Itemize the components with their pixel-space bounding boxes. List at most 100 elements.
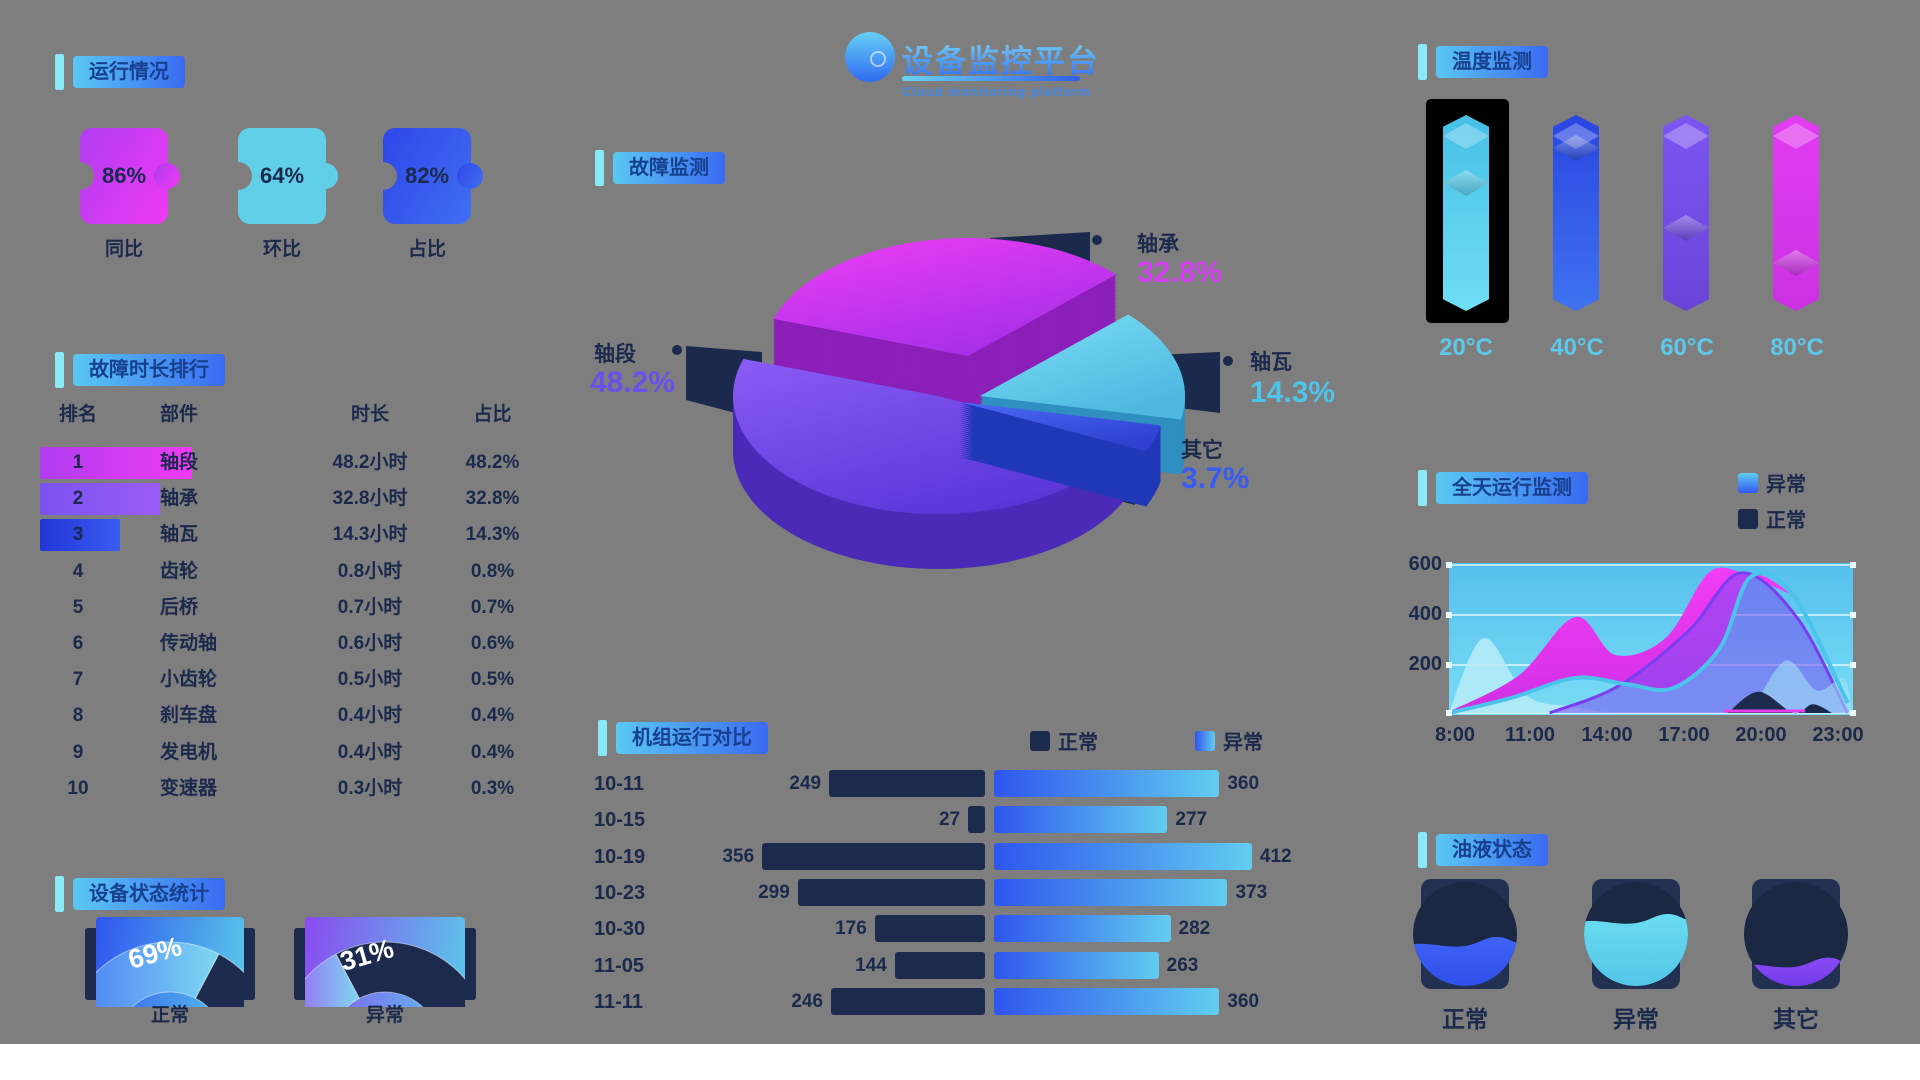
stat-value-2: 64% — [259, 163, 305, 188]
tornado-category-label: 10-15 — [594, 809, 646, 832]
col-header-name: 部件 — [160, 404, 199, 425]
header-tick-icon — [55, 876, 64, 912]
cell-time: 14.3小时 — [332, 524, 408, 546]
page-subtitle: Cloud monitoring platform — [902, 84, 1091, 99]
header-tick-icon — [1418, 470, 1427, 506]
cell-time: 32.8小时 — [332, 488, 408, 510]
tornado-value-abnormal: 282 — [1178, 918, 1211, 940]
pie-label-pct-3: 14.3% — [1250, 376, 1336, 409]
liquid-gauge[interactable] — [1581, 879, 1691, 989]
cell-pct: 32.8% — [465, 488, 520, 510]
table-row[interactable]: 5 后桥 0.7小时 0.7% — [40, 591, 514, 625]
tornado-bar-normal[interactable] — [894, 951, 985, 979]
thermo-marker-icon — [1443, 170, 1489, 196]
table-row[interactable]: 4 齿轮 0.8小时 0.8% — [40, 555, 514, 589]
stat-label-1: 同比 — [104, 239, 143, 260]
cell-time: 48.2小时 — [332, 452, 408, 473]
tornado-legend-abnormal[interactable]: 异常 — [1195, 726, 1263, 755]
cell-rank: 2 — [72, 488, 84, 510]
table-row[interactable]: 7 小齿轮 0.5小时 0.5% — [40, 663, 514, 697]
section-header-thermo: 温度监测 — [1418, 44, 1548, 80]
cell-rank: 1 — [72, 452, 84, 473]
liquid-label-1: 正常 — [1442, 1006, 1488, 1032]
tornado-bar-normal[interactable] — [874, 915, 985, 943]
header-tick-icon — [55, 54, 64, 90]
cell-name: 变速器 — [160, 777, 218, 799]
thermo-label-2: 40°C — [1550, 334, 1604, 361]
pie-label-name-4: 其它 — [1181, 439, 1223, 462]
tornado-bar-abnormal[interactable] — [994, 915, 1171, 943]
section-header-tornado: 机组运行对比 — [598, 720, 768, 756]
section-header-stats: 运行情况 — [55, 54, 185, 90]
tornado-legend-normal[interactable]: 正常 — [1030, 726, 1098, 755]
page-title: 设备监控平台 — [902, 36, 1100, 81]
area-legend-abnormal[interactable]: 异常 — [1738, 468, 1806, 497]
cell-rank: 4 — [72, 560, 84, 582]
cell-name: 轴瓦 — [160, 524, 199, 546]
legend-label: 异常 — [1223, 732, 1263, 754]
tornado-bar-abnormal[interactable] — [994, 878, 1228, 906]
cell-name: 传动轴 — [160, 633, 218, 654]
liquid-gauge[interactable] — [1741, 879, 1851, 989]
table-row[interactable]: 1 轴段 48.2小时 48.2% — [40, 446, 519, 480]
thermo-marker-icon — [1663, 215, 1709, 241]
thermo-column[interactable] — [1443, 115, 1489, 311]
cell-pct: 0.4% — [470, 705, 515, 727]
thermo-label-4: 80°C — [1770, 334, 1824, 361]
section-header-gauges: 设备状态统计 — [55, 876, 225, 912]
legend-label: 正常 — [1766, 510, 1806, 532]
cell-pct: 0.6% — [470, 633, 515, 654]
tornado-bar-abnormal[interactable] — [994, 951, 1159, 979]
section-header-area-label: 全天运行监测 — [1436, 472, 1588, 504]
table-row[interactable]: 3 轴瓦 14.3小时 14.3% — [40, 518, 519, 552]
cell-pct: 0.4% — [470, 741, 515, 763]
table-row[interactable]: 8 刹车盘 0.4小时 0.4% — [40, 699, 514, 733]
rank-table-header-row: 排名 部件 时长 占比 — [40, 398, 512, 432]
area-legend-normal[interactable]: 正常 — [1738, 504, 1806, 533]
thermo-column[interactable] — [1663, 115, 1709, 311]
header-tick-icon — [1418, 44, 1427, 80]
area-xtick-3: 14:00 — [1581, 724, 1633, 746]
tornado-bar-normal[interactable] — [797, 878, 985, 906]
area-xtick-4: 17:00 — [1658, 724, 1710, 746]
tornado-bar-normal[interactable] — [762, 842, 985, 870]
liquid-label-2: 异常 — [1613, 1006, 1659, 1032]
tornado-value-abnormal: 360 — [1227, 990, 1260, 1012]
thermo-label-3: 60°C — [1660, 334, 1714, 361]
thermo-cap-icon — [1773, 123, 1819, 149]
thermo-column[interactable] — [1553, 115, 1599, 311]
table-row[interactable]: 10 变速器 0.3小时 0.3% — [40, 772, 514, 806]
area-xtick-2: 11:00 — [1504, 724, 1556, 746]
table-row[interactable]: 9 发电机 0.4小时 0.4% — [40, 736, 514, 770]
tornado-category-label: 10-23 — [594, 881, 646, 904]
tornado-value-abnormal: 373 — [1235, 881, 1268, 903]
section-header-tornado-label: 机组运行对比 — [616, 722, 768, 754]
tornado-bar-normal[interactable] — [831, 987, 985, 1015]
cell-pct: 0.7% — [470, 596, 515, 618]
tornado-bar-abnormal[interactable] — [994, 770, 1220, 797]
pie-label-pct-4: 3.7% — [1181, 462, 1250, 495]
tornado-bar-normal[interactable] — [829, 770, 985, 797]
cell-rank: 9 — [72, 741, 84, 763]
cell-pct: 0.3% — [470, 777, 515, 799]
thermo-column[interactable] — [1773, 115, 1819, 311]
section-header-stats-label: 运行情况 — [73, 56, 185, 88]
table-row[interactable]: 6 传动轴 0.6小时 0.6% — [40, 627, 514, 661]
tornado-value-normal: 27 — [938, 809, 961, 831]
tornado-bar-abnormal[interactable] — [994, 987, 1220, 1015]
stat-label-3: 占比 — [407, 239, 446, 260]
header-tick-icon — [595, 150, 604, 186]
pie-label-pct-2: 48.2% — [590, 366, 676, 399]
tornado-category-label: 10-11 — [594, 773, 645, 795]
liquid-gauge[interactable] — [1410, 879, 1520, 989]
tornado-bar-abnormal[interactable] — [994, 842, 1252, 870]
tornado-bar-normal[interactable] — [968, 806, 985, 834]
table-row[interactable]: 2 轴承 32.8小时 32.8% — [40, 482, 519, 516]
section-header-rank-label: 故障时长排行 — [73, 354, 225, 386]
cell-pct: 14.3% — [465, 524, 520, 546]
area-xtick-6: 23:00 — [1812, 724, 1864, 746]
tornado-bar-abnormal[interactable] — [994, 806, 1168, 834]
stat-value-3: 82% — [404, 163, 450, 188]
tornado-value-abnormal: 263 — [1166, 954, 1199, 976]
stat-badge-3: 82% — [383, 128, 471, 224]
